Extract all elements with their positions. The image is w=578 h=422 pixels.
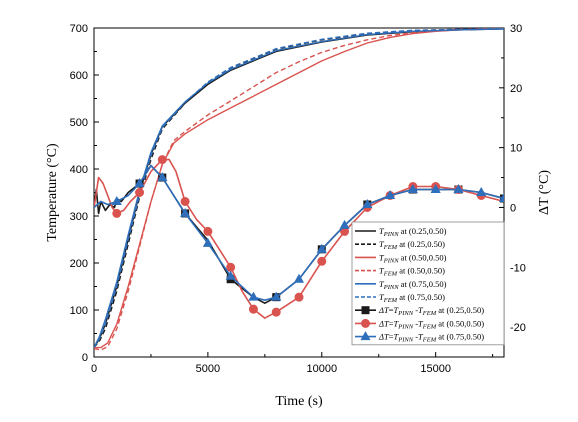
y-left-tick-label: 600	[70, 70, 88, 82]
series-7-point	[180, 196, 190, 206]
y-left-tick-label: 400	[70, 164, 88, 176]
series-7-point	[226, 262, 236, 272]
legend-entry-4: TPINN at (0.75,0.50)	[379, 279, 447, 291]
series-8-point	[248, 291, 259, 301]
legend-entry-0: TPINN at (0.25,0.50)	[379, 226, 447, 238]
series-line-2	[94, 28, 504, 349]
plot-area	[94, 28, 504, 351]
series-7-point	[271, 307, 281, 317]
series-8-point	[362, 198, 373, 208]
y-left-tick-label: 200	[70, 258, 88, 270]
legend-box	[351, 221, 505, 346]
series-8-point	[407, 183, 418, 194]
series-8-point	[157, 172, 168, 182]
y-right-tick-label: 0	[510, 202, 516, 214]
series-8-point	[316, 243, 327, 253]
y-left-tick-label: 500	[70, 117, 88, 129]
x-axis-label: Time (s)	[275, 394, 323, 409]
legend-entry-2: TPINN at (0.50,0.50)	[379, 252, 447, 264]
series-7-point	[157, 155, 167, 165]
y-left-tick-label: 0	[82, 352, 88, 364]
series-8-point	[339, 219, 350, 229]
x-tick-label: 5000	[196, 363, 220, 375]
series-8-point	[111, 195, 122, 205]
y-right-tick-label: 30	[510, 23, 522, 35]
series-8-point	[271, 291, 282, 301]
legend-entry-8: ΔT=TPINN -TFEM at (0.75,0.50)	[378, 332, 484, 344]
legend-marker-7	[361, 318, 370, 328]
series-7-point	[135, 188, 145, 197]
series-8-point	[498, 192, 504, 202]
legend-entry-7: ΔT=TPINN -TFEM at (0.50,0.50)	[378, 318, 484, 330]
y-right-tick-label: 20	[510, 83, 522, 95]
legend-entry-3: TFEM at (0.50,0.50)	[379, 266, 445, 278]
legend-marker-6	[361, 306, 370, 315]
series-8-point	[385, 189, 396, 199]
series-line-3	[94, 28, 504, 351]
y-left-tick-label: 100	[70, 305, 88, 317]
series-line-5	[94, 28, 504, 348]
y-left-tick-label: 300	[70, 211, 88, 223]
series-8-point	[225, 270, 236, 280]
y-right-axis-label: ΔT (°C)	[537, 170, 552, 215]
series-7-point	[317, 256, 327, 266]
series-8-point	[453, 183, 464, 194]
x-tick-label: 10000	[306, 363, 337, 375]
series-8-point	[180, 207, 191, 217]
legend-entry-5: TFEM at (0.75,0.50)	[379, 292, 445, 304]
x-tick-label: 15000	[420, 363, 451, 375]
legend-entry-1: TFEM at (0.25,0.50)	[379, 239, 445, 251]
series-8-point	[293, 273, 305, 283]
series-8-point	[202, 237, 213, 247]
series-8-point	[430, 183, 441, 194]
series-7-point	[248, 304, 258, 314]
series-7-point	[294, 292, 304, 302]
series-line-8	[94, 164, 504, 302]
series-7-point	[112, 208, 122, 218]
legend-entry-6: ΔT=TPINN -TFEM at (0.25,0.50)	[378, 305, 484, 317]
series-7-point	[203, 226, 213, 236]
series-8-point	[476, 186, 487, 196]
y-right-tick-label: -10	[510, 262, 526, 274]
y-left-tick-label: 700	[70, 23, 88, 35]
series-8-point	[134, 178, 145, 188]
x-tick-label: 0	[91, 363, 97, 375]
y-right-tick-label: -20	[510, 322, 526, 334]
y-right-tick-label: 10	[510, 143, 522, 155]
y-left-axis-label: Temperature (°C)	[45, 143, 60, 242]
legend-marker-8	[360, 331, 371, 341]
